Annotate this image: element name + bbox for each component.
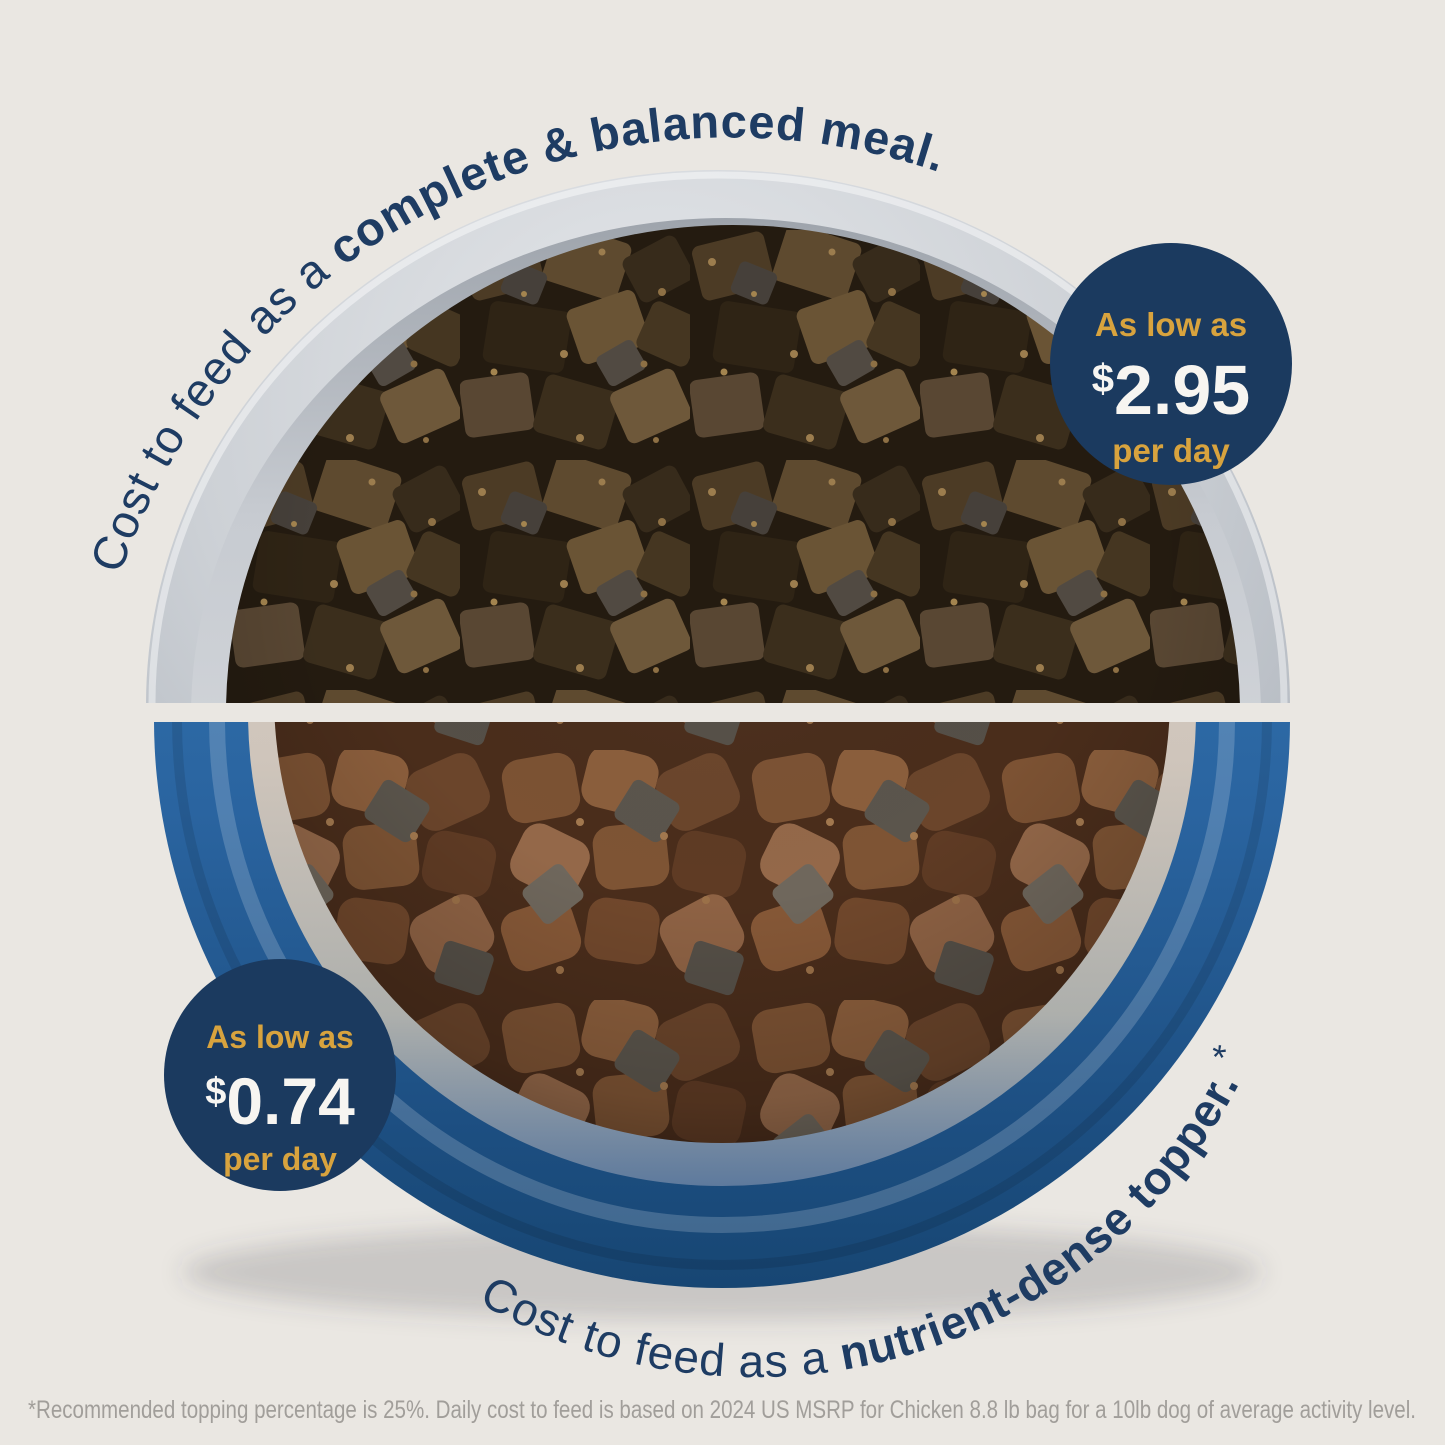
- badge-suffix: per day: [223, 1141, 337, 1177]
- badge-price: $0.74: [205, 1064, 355, 1138]
- price-amount: 0.74: [226, 1064, 355, 1138]
- badge-price: $2.95: [1092, 351, 1251, 429]
- bottom-bowl-photo: [154, 722, 1290, 1320]
- currency-symbol: $: [205, 1071, 226, 1113]
- price-amount: 2.95: [1114, 351, 1250, 429]
- disclaimer-text: *Recommended topping percentage is 25%. …: [28, 1396, 1416, 1424]
- badge-suffix: per day: [1112, 432, 1230, 469]
- badge-prefix: As low as: [206, 1019, 354, 1055]
- currency-symbol: $: [1092, 357, 1114, 401]
- badge-circle: [164, 959, 396, 1191]
- badge-prefix: As low as: [1095, 306, 1247, 343]
- top-bowl-photo: [146, 170, 1290, 703]
- price-badge-topper: As low as $0.74 per day: [164, 959, 396, 1191]
- price-badge-meal: As low as $2.95 per day: [1050, 243, 1292, 485]
- badge-circle: [1050, 243, 1292, 485]
